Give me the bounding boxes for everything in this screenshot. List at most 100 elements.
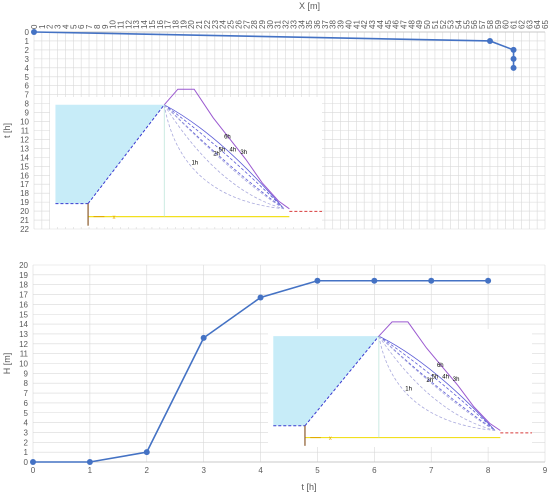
x-tick-label: 58 — [486, 20, 495, 29]
data-point — [31, 29, 37, 35]
y-tick-label: 12 — [20, 135, 29, 144]
x-tick-label: 30 — [266, 20, 275, 29]
upstream-slope — [87, 104, 165, 204]
inset-label: 6h — [224, 135, 231, 141]
inset-label: 5h — [432, 375, 439, 381]
y-tick-label: 14 — [20, 153, 29, 162]
x-tick-label: 39 — [337, 20, 346, 29]
erosion-curve — [164, 104, 285, 210]
x-tick-label: 13 — [132, 20, 141, 29]
inset-label: x — [113, 215, 116, 221]
erosion-curve — [163, 104, 284, 210]
x-tick-label: 49 — [415, 20, 424, 29]
x-tick-label: 35 — [305, 20, 314, 29]
y-tick-label: 9 — [25, 109, 30, 118]
x-tick-label: 6 — [77, 24, 86, 29]
y-tick-label: 3 — [24, 428, 29, 437]
x-tick-label: 0 — [31, 466, 36, 475]
x-tick-label: 43 — [368, 20, 377, 29]
chart-top-x-vs-t: 0123456789101112131415161718192021222324… — [2, 1, 550, 234]
data-point — [510, 46, 517, 53]
x-tick-label: 33 — [289, 20, 298, 29]
y-axis-title: H [m] — [2, 353, 12, 375]
x-tick-label: 63 — [525, 20, 534, 29]
x-tick-label: 40 — [344, 20, 353, 29]
y-tick-label: 17 — [20, 180, 29, 189]
x-tick-label: 8 — [93, 24, 102, 29]
x-tick-label: 59 — [494, 20, 503, 29]
inset-label: 1h — [405, 386, 412, 392]
y-tick-label: 0 — [24, 458, 29, 467]
data-point — [510, 55, 517, 62]
x-tick-label: 32 — [282, 20, 291, 29]
y-tick-label: 2 — [24, 438, 29, 447]
x-tick-label: 11 — [116, 20, 125, 29]
y-tick-label: 2 — [25, 46, 30, 55]
x-tick-label: 12 — [124, 20, 133, 29]
data-point — [510, 64, 517, 71]
x-tick-label: 26 — [234, 20, 243, 29]
y-tick-label: 5 — [24, 409, 29, 418]
x-tick-label: 55 — [462, 20, 471, 29]
x-tick-label: 36 — [313, 20, 322, 29]
x-tick-label: 7 — [429, 466, 434, 475]
y-tick-label: 14 — [19, 320, 28, 329]
x-tick-label: 42 — [360, 20, 369, 29]
x-tick-label: 56 — [470, 20, 479, 29]
x-tick-label: 16 — [156, 20, 165, 29]
y-tick-label: 22 — [20, 225, 29, 234]
x-tick-label: 29 — [258, 20, 267, 29]
x-tick-label: 6 — [372, 466, 377, 475]
y-tick-label: 6 — [24, 399, 29, 408]
inset-label: 2h — [213, 152, 220, 158]
erosion-curve — [378, 335, 496, 431]
x-tick-label: 52 — [439, 20, 448, 29]
data-point — [200, 334, 207, 341]
y-tick-label: 16 — [20, 171, 29, 180]
x-tick-label: 28 — [250, 20, 259, 29]
y-tick-label: 4 — [25, 64, 30, 73]
inset-label: x — [329, 436, 332, 442]
x-tick-label: 48 — [407, 20, 416, 29]
erosion-curve — [378, 335, 496, 431]
x-tick-label: 25 — [227, 20, 236, 29]
data-point — [257, 294, 264, 301]
x-tick-label: 41 — [352, 20, 361, 29]
x-tick-label: 45 — [384, 20, 393, 29]
x-tick-label: 37 — [321, 20, 330, 29]
x-tick-label: 20 — [187, 20, 196, 29]
y-tick-label: 17 — [19, 291, 28, 300]
data-point — [30, 459, 36, 465]
erosion-curve — [378, 335, 496, 431]
y-tick-label: 18 — [20, 189, 29, 198]
data-point — [428, 277, 435, 284]
y-tick-label: 15 — [20, 162, 29, 171]
x-tick-label: 17 — [164, 20, 173, 29]
dam-profile — [378, 321, 501, 431]
y-tick-label: 11 — [20, 350, 29, 359]
y-tick-label: 7 — [25, 91, 30, 100]
x-tick-label: 34 — [297, 20, 306, 29]
y-tick-label: 5 — [25, 73, 30, 82]
inset-label: 3h — [240, 150, 247, 156]
y-tick-label: 9 — [24, 369, 29, 378]
x-tick-label: 2 — [46, 24, 55, 29]
x-tick-label: 60 — [502, 20, 511, 29]
x-tick-label: 5 — [69, 24, 78, 29]
x-tick-label: 51 — [431, 20, 440, 29]
x-tick-label: 1 — [88, 466, 93, 475]
x-tick-label: 46 — [392, 20, 401, 29]
x-tick-label: 22 — [203, 20, 212, 29]
x-tick-label: 47 — [399, 20, 408, 29]
inset-label: 6h — [437, 363, 444, 369]
inset-label: 5h — [219, 148, 226, 154]
y-tick-label: 19 — [19, 271, 28, 280]
x-tick-label: 57 — [478, 20, 487, 29]
reservoir-water — [55, 104, 165, 204]
y-tick-label: 0 — [25, 28, 30, 37]
y-tick-label: 18 — [19, 281, 28, 290]
y-tick-label: 13 — [19, 330, 28, 339]
erosion-curve — [378, 335, 496, 431]
